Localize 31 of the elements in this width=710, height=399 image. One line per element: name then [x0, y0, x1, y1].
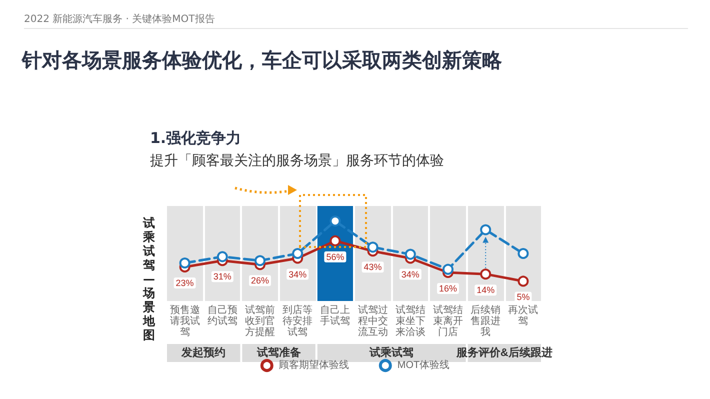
x-tick-label: 试驾前收到官方提醒 [245, 304, 275, 338]
x-tick-label: 试驾过程中交流互动 [358, 304, 388, 338]
data-label: 26% [250, 276, 270, 286]
text: 试乘试驾 [368, 346, 414, 359]
text: 2022 新能源汽车服务 · 关键体验MOT报告 [24, 12, 215, 26]
chart-subtitle: 1.强化竞争力 [150, 129, 242, 148]
text: 服务评价&后续跟进 [455, 346, 552, 359]
text: 发起预约 [180, 346, 226, 359]
data-label: 16% [438, 284, 458, 294]
data-label: 5% [516, 292, 530, 302]
x-tick-label: 预售邀请我试驾 [170, 304, 200, 338]
text: 提升「顾客最关注的服务场景」服务环节的体验 [150, 152, 444, 170]
text: 试驾准备 [256, 346, 301, 359]
x-tick-label: 试驾结束坐下来洽谈 [395, 304, 426, 338]
legend-label: 顾客期望体验线 [278, 359, 349, 371]
data-label: 34% [401, 269, 420, 280]
x-tick-label: 自己预约试驾 [207, 304, 238, 327]
chart-title: 针对各场景服务体验优化，车企可以采取两类创新策略 [22, 47, 502, 74]
data-label: 43% [364, 262, 382, 272]
x-tick-label: 自己上手试驾 [320, 304, 350, 327]
text: 试乘试驾—场景地图 [143, 216, 155, 342]
data-label: 34% [288, 269, 307, 280]
data-label: 31% [213, 272, 232, 282]
data-label: 14% [476, 285, 495, 296]
x-tick-label: 到店等待安排试驾 [282, 304, 313, 338]
legend-label: MOT体验线 [397, 359, 450, 371]
x-tick-label: 再次试驾 [508, 304, 538, 327]
data-label: 23% [176, 278, 194, 288]
data-label: 56% [326, 252, 344, 262]
x-tick-label: 试驾结束离开门店 [433, 304, 463, 338]
x-tick-label: 后续销售跟进我 [470, 304, 501, 338]
